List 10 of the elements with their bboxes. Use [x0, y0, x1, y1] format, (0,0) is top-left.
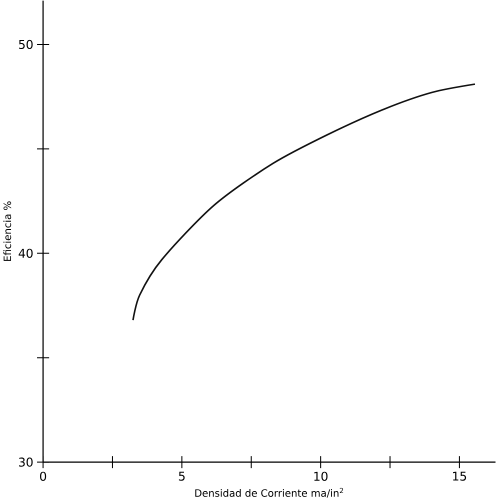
x-tick-label: 5 — [178, 472, 185, 481]
y-axis-title: Eficiencia % — [3, 201, 12, 261]
x-tick-label: 15 — [453, 472, 466, 481]
x-axis-title: Densidad de Corriente ma/in$^{2}$ — [195, 488, 344, 498]
y-tick-label: 30 — [18, 458, 33, 467]
y-tick-label: 50 — [18, 40, 33, 50]
x-tick-label: 0 — [40, 472, 46, 481]
x-tick-label: 10 — [314, 472, 328, 481]
line-series — [132, 83, 476, 321]
y-tick-label: 40 — [18, 248, 33, 258]
